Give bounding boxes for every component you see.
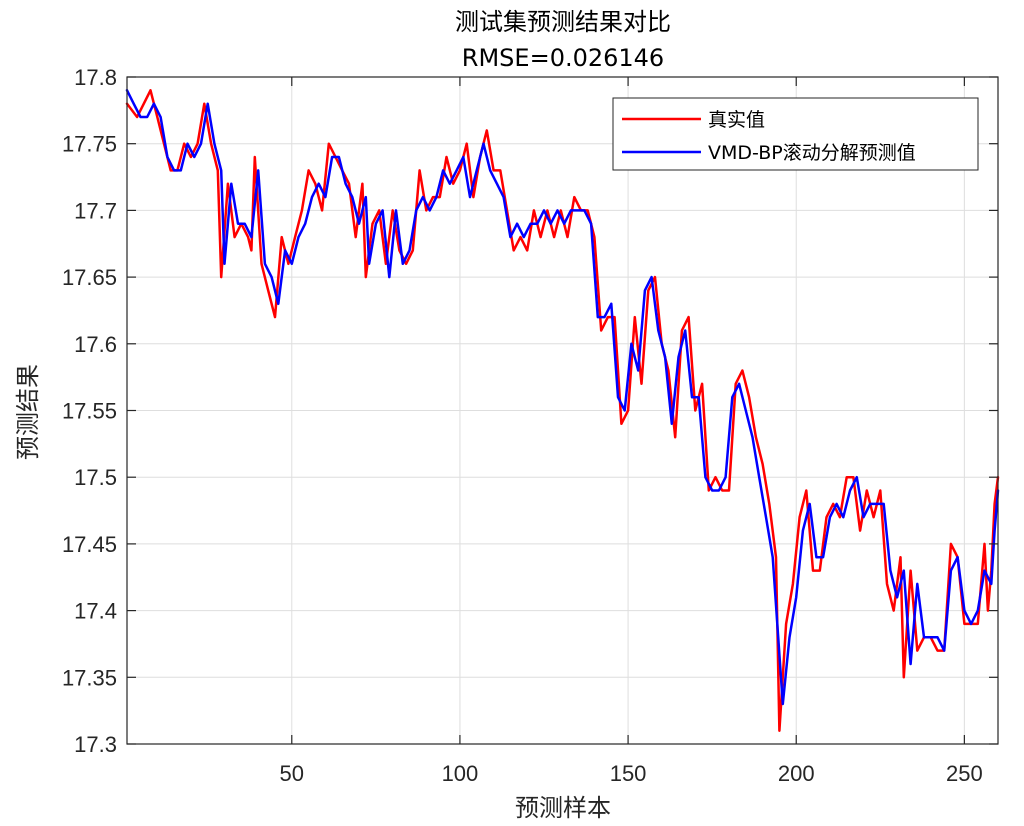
x-tick-label: 200 (778, 761, 815, 786)
chart-subtitle: RMSE=0.026146 (462, 44, 664, 72)
y-tick-labels: 17.3 17.35 17.4 17.45 17.5 17.55 17.6 17.65 17.7… (62, 65, 117, 757)
y-tick-label: 17.4 (74, 599, 117, 624)
x-tick-label: 100 (442, 761, 479, 786)
y-tick-label: 17.55 (62, 399, 117, 424)
x-tick-label: 50 (280, 761, 304, 786)
series-line-truth (125, 89, 1000, 732)
y-tick-label: 17.45 (62, 532, 117, 557)
x-tick-label: 250 (946, 761, 983, 786)
y-tick-label: 17.35 (62, 665, 117, 690)
y-axis-label: 预测结果 (14, 364, 42, 460)
y-tick-label: 17.65 (62, 265, 117, 290)
legend-label-prediction: VMD-BP滚动分解预测值 (708, 142, 916, 164)
legend-box (612, 97, 979, 171)
y-tick-label: 17.6 (74, 332, 117, 357)
y-tick-label: 17.75 (62, 132, 117, 157)
y-tick-label: 17.5 (74, 465, 117, 490)
series-lines (125, 89, 1000, 732)
legend-label-truth: 真实值 (708, 109, 765, 131)
y-tick-label: 17.3 (74, 732, 117, 757)
y-tick-label: 17.8 (74, 65, 117, 90)
legend: 真实值 VMD-BP滚动分解预测值 (612, 97, 979, 171)
x-tick-labels: 50 100 150 200 250 (280, 761, 983, 786)
y-tick-label: 17.7 (74, 198, 117, 223)
x-tick-label: 150 (610, 761, 647, 786)
ticks (127, 76, 998, 745)
x-axis-label: 预测样本 (515, 794, 611, 822)
chart-title: 测试集预测结果对比 (455, 8, 671, 36)
series-line-prediction (125, 89, 1000, 706)
